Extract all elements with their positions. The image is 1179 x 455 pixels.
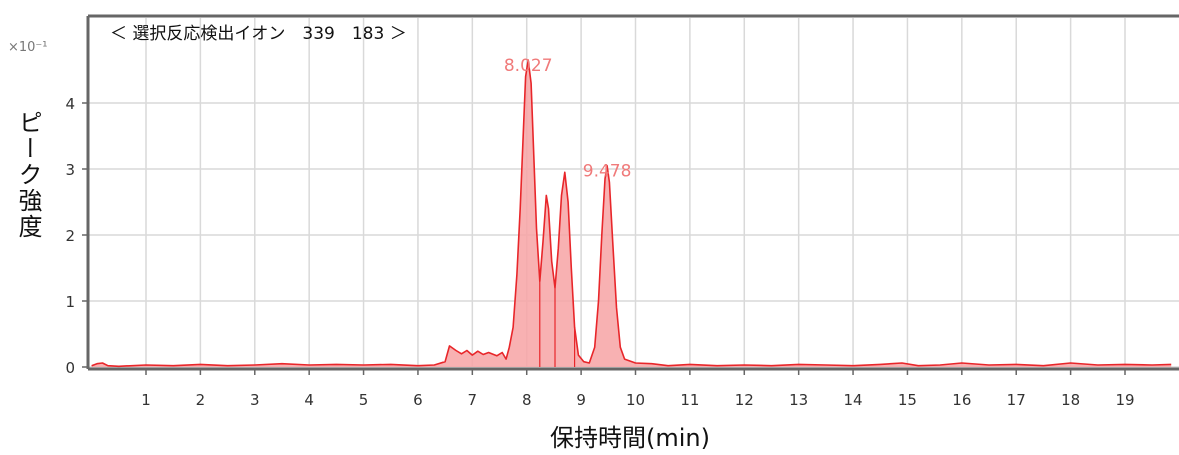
y-multiplier-label: ×10⁻¹ xyxy=(8,40,48,55)
peak-fill-layer xyxy=(91,60,1172,367)
peak-label-2: 9.478 xyxy=(583,162,632,182)
peak-label-1: 8.027 xyxy=(504,56,553,76)
x-tick-label-13: 13 xyxy=(789,391,808,409)
x-tick-label-2: 2 xyxy=(196,391,206,409)
y-tick-label-2: 2 xyxy=(65,227,75,245)
y-tick-label-1: 1 xyxy=(65,293,75,311)
x-tick-label-12: 12 xyxy=(735,391,754,409)
x-tick-label-18: 18 xyxy=(1061,391,1080,409)
x-tick-label-10: 10 xyxy=(626,391,645,409)
x-tick-label-9: 9 xyxy=(576,391,586,409)
y-axis-label: ピーク強度 xyxy=(14,110,42,240)
x-tick-label-16: 16 xyxy=(952,391,971,409)
x-tick-label-11: 11 xyxy=(680,391,699,409)
x-tick-label-7: 7 xyxy=(468,391,478,409)
x-tick-label-17: 17 xyxy=(1007,391,1026,409)
x-tick-label-1: 1 xyxy=(141,391,151,409)
x-tick-label-6: 6 xyxy=(413,391,423,409)
x-tick-label-5: 5 xyxy=(359,391,369,409)
y-tick-label-3: 3 xyxy=(65,161,75,179)
x-axis-label: 保持時間(min) xyxy=(550,424,710,452)
y-tick-label-4: 4 xyxy=(65,95,75,113)
x-tick-label-4: 4 xyxy=(304,391,314,409)
axes xyxy=(82,14,1179,375)
x-tick-label-14: 14 xyxy=(844,391,863,409)
x-tick-label-19: 19 xyxy=(1115,391,1134,409)
plot-area xyxy=(88,16,1179,369)
x-tick-label-8: 8 xyxy=(522,391,532,409)
y-tick-label-0: 0 xyxy=(65,359,75,377)
peak-annotations: 8.027 9.478 xyxy=(504,56,632,182)
grid-lines xyxy=(88,18,1179,369)
series-line xyxy=(91,59,1172,368)
series-line-layer xyxy=(91,59,1172,368)
x-tick-label-3: 3 xyxy=(250,391,260,409)
chart-title: ＜ 選択反応検出イオン 339 183 ＞ xyxy=(110,24,407,44)
x-tick-label-15: 15 xyxy=(898,391,917,409)
